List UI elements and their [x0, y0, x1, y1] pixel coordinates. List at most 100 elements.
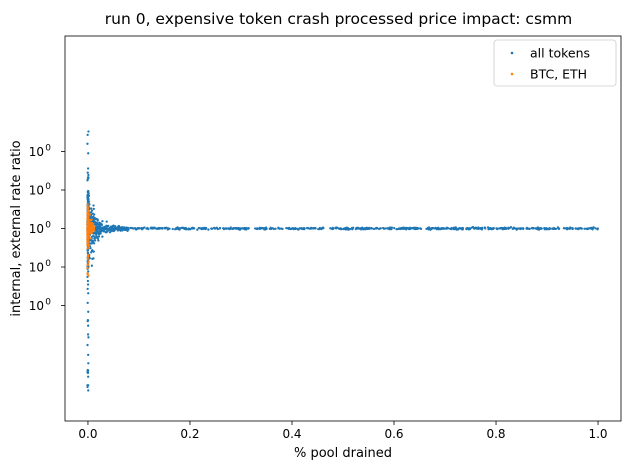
- data-point-all-tokens: [264, 228, 267, 231]
- data-point-all-tokens: [479, 227, 482, 230]
- data-point-all-tokens: [527, 227, 530, 230]
- data-point-all-tokens: [470, 226, 473, 229]
- data-point-all-tokens: [476, 227, 480, 230]
- data-point-all-tokens: [171, 227, 174, 231]
- data-point-all-tokens: [222, 227, 225, 230]
- data-point-all-tokens: [318, 226, 322, 230]
- data-point-all-tokens: [138, 227, 141, 230]
- data-point-all-tokens: [87, 173, 90, 177]
- data-point-btc-eth: [86, 203, 89, 206]
- data-point-all-tokens: [86, 333, 90, 336]
- data-point-all-tokens: [228, 227, 231, 231]
- data-point-all-tokens: [496, 227, 499, 230]
- data-point-all-tokens: [105, 230, 108, 233]
- data-point-all-tokens: [147, 227, 150, 231]
- data-point-btc-eth: [87, 215, 90, 218]
- data-point-all-tokens: [86, 251, 90, 254]
- data-point-all-tokens: [446, 227, 449, 230]
- data-point-btc-eth: [89, 226, 92, 230]
- data-point-btc-eth: [86, 257, 89, 260]
- data-point-btc-eth: [87, 237, 90, 240]
- data-point-all-tokens: [97, 223, 100, 226]
- data-point-all-tokens: [130, 226, 133, 230]
- data-point-all-tokens: [89, 242, 92, 245]
- data-point-all-tokens: [120, 226, 123, 230]
- data-point-all-tokens: [86, 343, 89, 347]
- data-point-all-tokens: [348, 227, 352, 231]
- data-point-all-tokens: [408, 227, 411, 231]
- data-point-all-tokens: [86, 368, 89, 372]
- data-point-btc-eth: [86, 272, 89, 275]
- data-point-all-tokens: [86, 198, 90, 202]
- data-point-btc-eth: [87, 260, 90, 263]
- data-point-all-tokens: [562, 226, 566, 230]
- data-point-all-tokens: [86, 133, 89, 137]
- data-point-all-tokens: [401, 227, 404, 230]
- data-point-all-tokens: [294, 227, 297, 230]
- data-point-btc-eth: [92, 227, 96, 230]
- data-point-all-tokens: [519, 227, 523, 230]
- data-point-btc-eth: [86, 263, 90, 266]
- data-point-all-tokens: [386, 227, 389, 230]
- data-point-all-tokens: [465, 227, 468, 230]
- data-point-all-tokens: [86, 318, 90, 322]
- data-point-all-tokens: [272, 227, 275, 231]
- data-point-all-tokens: [594, 227, 597, 230]
- data-point-all-tokens: [187, 228, 190, 231]
- data-point-all-tokens: [300, 227, 303, 230]
- data-point-all-tokens: [467, 227, 470, 230]
- data-point-all-tokens: [87, 270, 90, 273]
- data-point-all-tokens: [583, 227, 586, 230]
- data-point-all-tokens: [114, 227, 117, 230]
- legend-box: [493, 39, 617, 87]
- x-axis-ticks: 0.0 0.2 0.4 0.6 0.8 1.0: [78, 421, 608, 441]
- data-point-all-tokens: [86, 287, 89, 291]
- data-point-all-tokens: [472, 226, 476, 230]
- data-point-all-tokens: [87, 189, 90, 193]
- data-point-btc-eth: [87, 223, 90, 226]
- data-point-btc-eth: [88, 230, 92, 233]
- data-point-all-tokens: [566, 227, 569, 230]
- data-point-all-tokens: [87, 292, 90, 295]
- data-point-all-tokens: [322, 226, 325, 229]
- data-point-all-tokens: [457, 227, 460, 230]
- data-point-all-tokens: [87, 384, 90, 387]
- data-point-all-tokens: [356, 227, 360, 230]
- data-point-all-tokens: [87, 130, 90, 133]
- data-point-btc-eth: [86, 266, 89, 270]
- x-tick-label: 0.8: [486, 427, 505, 441]
- data-point-all-tokens: [419, 227, 422, 230]
- data-point-all-tokens: [237, 226, 240, 230]
- data-point-all-tokens: [548, 227, 551, 230]
- data-point-all-tokens: [86, 142, 89, 145]
- data-point-all-tokens: [87, 310, 90, 313]
- data-point-all-tokens: [507, 226, 510, 229]
- data-point-all-tokens: [90, 239, 93, 242]
- data-point-all-tokens: [552, 227, 556, 230]
- legend-label-all-tokens: all tokens: [530, 46, 590, 61]
- data-point-all-tokens: [543, 227, 546, 230]
- data-point-all-tokens: [150, 227, 153, 230]
- data-point-btc-eth: [87, 234, 91, 237]
- data-point-all-tokens: [132, 227, 135, 230]
- data-point-all-tokens: [432, 227, 435, 230]
- data-point-all-tokens: [100, 223, 104, 227]
- data-point-all-tokens: [317, 227, 320, 231]
- data-point-all-tokens: [442, 227, 445, 230]
- data-point-all-tokens: [156, 227, 159, 231]
- data-point-all-tokens: [98, 231, 101, 234]
- data-point-all-tokens: [309, 227, 313, 230]
- data-point-all-tokens: [95, 217, 98, 221]
- data-point-all-tokens: [188, 228, 192, 231]
- data-point-all-tokens: [86, 371, 89, 374]
- data-point-all-tokens: [411, 227, 414, 230]
- data-point-all-tokens: [86, 171, 89, 174]
- data-point-all-tokens: [92, 234, 95, 238]
- data-point-all-tokens: [86, 301, 89, 305]
- data-point-all-tokens: [398, 227, 401, 230]
- data-point-all-tokens: [576, 227, 579, 230]
- data-point-all-tokens: [375, 227, 379, 230]
- data-point-all-tokens: [312, 226, 315, 230]
- data-point-all-tokens: [140, 228, 144, 231]
- data-point-all-tokens: [87, 195, 90, 198]
